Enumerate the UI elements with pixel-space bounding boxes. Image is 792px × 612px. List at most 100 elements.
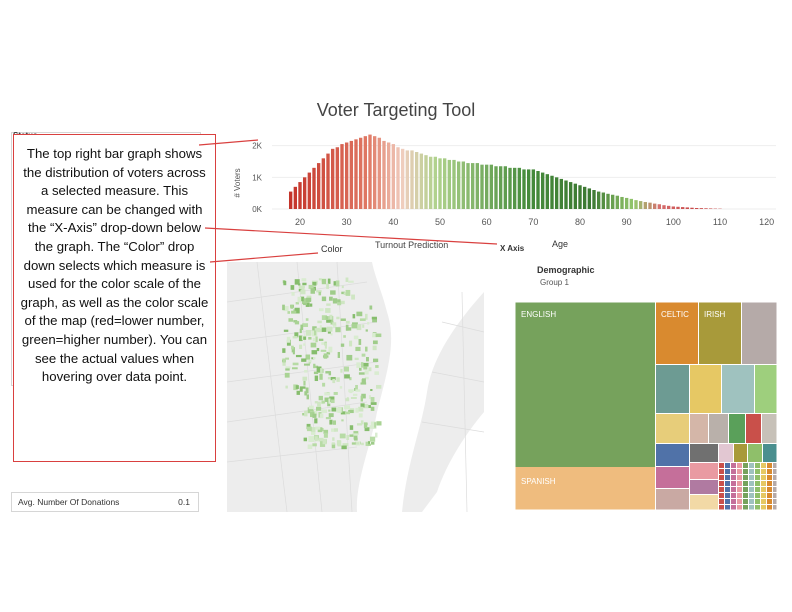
treemap-small-block[interactable] [731,487,736,492]
map-point[interactable] [330,290,336,295]
map-point[interactable] [341,419,344,422]
bar[interactable] [321,158,326,209]
map-point[interactable] [303,363,310,366]
map-point[interactable] [373,358,379,363]
map-point[interactable] [355,384,358,391]
map-point[interactable] [356,311,363,317]
map-point[interactable] [335,327,341,333]
map-point[interactable] [302,282,307,286]
treemap-small-block[interactable] [755,493,760,498]
map-point[interactable] [361,353,366,357]
treemap-small-block[interactable] [743,481,748,486]
treemap-small-block[interactable] [731,505,736,510]
map-point[interactable] [314,375,319,382]
map-point[interactable] [337,302,342,306]
map-point[interactable] [370,402,377,405]
treemap-small-block[interactable] [773,475,777,480]
map-point[interactable] [306,426,312,432]
bar[interactable] [624,197,629,209]
map-point[interactable] [315,336,318,343]
bar[interactable] [368,134,372,209]
treemap-small-block[interactable] [743,487,748,492]
map-point[interactable] [368,405,371,409]
bar[interactable] [363,136,368,209]
bar[interactable] [666,205,671,209]
map-point[interactable] [331,442,335,445]
map-point[interactable] [299,386,306,389]
map-point[interactable] [330,321,334,325]
map-point[interactable] [283,329,289,332]
map-point[interactable] [297,296,302,303]
treemap-small-block[interactable] [749,469,754,474]
map-point[interactable] [295,385,299,389]
map-point[interactable] [305,329,312,336]
map-point[interactable] [305,354,311,360]
bar[interactable] [400,148,405,209]
map-point[interactable] [293,384,298,391]
map-point[interactable] [343,366,349,372]
treemap-small-block[interactable] [719,481,724,486]
map-point[interactable] [367,321,370,325]
map-point[interactable] [318,278,322,281]
map-point[interactable] [307,444,313,449]
map-point[interactable] [352,314,356,319]
bar[interactable] [461,161,466,210]
treemap-small-block[interactable] [731,475,736,480]
map-point[interactable] [360,403,365,408]
bar[interactable] [452,159,456,209]
map-point[interactable] [312,443,317,447]
map-point[interactable] [291,347,295,353]
map-point[interactable] [306,297,312,302]
map-point[interactable] [340,318,346,321]
map-point[interactable] [308,284,314,289]
bar[interactable] [606,193,610,209]
map-point[interactable] [320,349,327,352]
map-point[interactable] [316,290,322,293]
map-point[interactable] [361,378,366,384]
map-point[interactable] [325,371,331,374]
map-point[interactable] [321,296,327,302]
map-point[interactable] [309,303,313,307]
treemap-small-block[interactable] [767,493,772,498]
map-point[interactable] [340,343,345,347]
map-point[interactable] [332,378,336,384]
map-point[interactable] [339,300,345,305]
map-point[interactable] [282,304,285,311]
treemap-small-block[interactable] [749,499,754,504]
map-point[interactable] [369,305,373,310]
map-point[interactable] [358,338,362,345]
treemap-small-block[interactable] [767,481,772,486]
bar[interactable] [489,164,494,209]
bar[interactable] [568,182,573,209]
treemap-small-block[interactable] [761,469,766,474]
treemap-small-block[interactable] [773,487,777,492]
bar[interactable] [671,206,676,209]
treemap-small-block[interactable] [737,475,742,480]
map-point[interactable] [332,322,337,326]
bar[interactable] [354,139,358,209]
map-point[interactable] [318,437,324,442]
map-point[interactable] [327,376,331,380]
bar[interactable] [652,203,657,209]
map-point[interactable] [372,345,377,351]
map-point[interactable] [365,329,368,332]
map-point[interactable] [308,336,312,340]
map-point[interactable] [304,391,307,396]
map-point[interactable] [355,407,359,413]
map-point[interactable] [333,281,337,286]
map-point[interactable] [349,434,354,437]
bar[interactable] [386,142,391,210]
map-point[interactable] [374,422,377,428]
map-point[interactable] [286,336,291,343]
map-point[interactable] [312,326,317,331]
map-point[interactable] [353,434,358,440]
map-point[interactable] [369,436,376,442]
bar[interactable] [405,150,410,209]
map-point[interactable] [340,411,346,415]
map-point[interactable] [314,330,317,336]
map-point[interactable] [325,316,329,320]
map-point[interactable] [310,427,316,432]
map-point[interactable] [319,413,324,419]
map-point[interactable] [336,440,341,446]
bar[interactable] [480,164,484,209]
